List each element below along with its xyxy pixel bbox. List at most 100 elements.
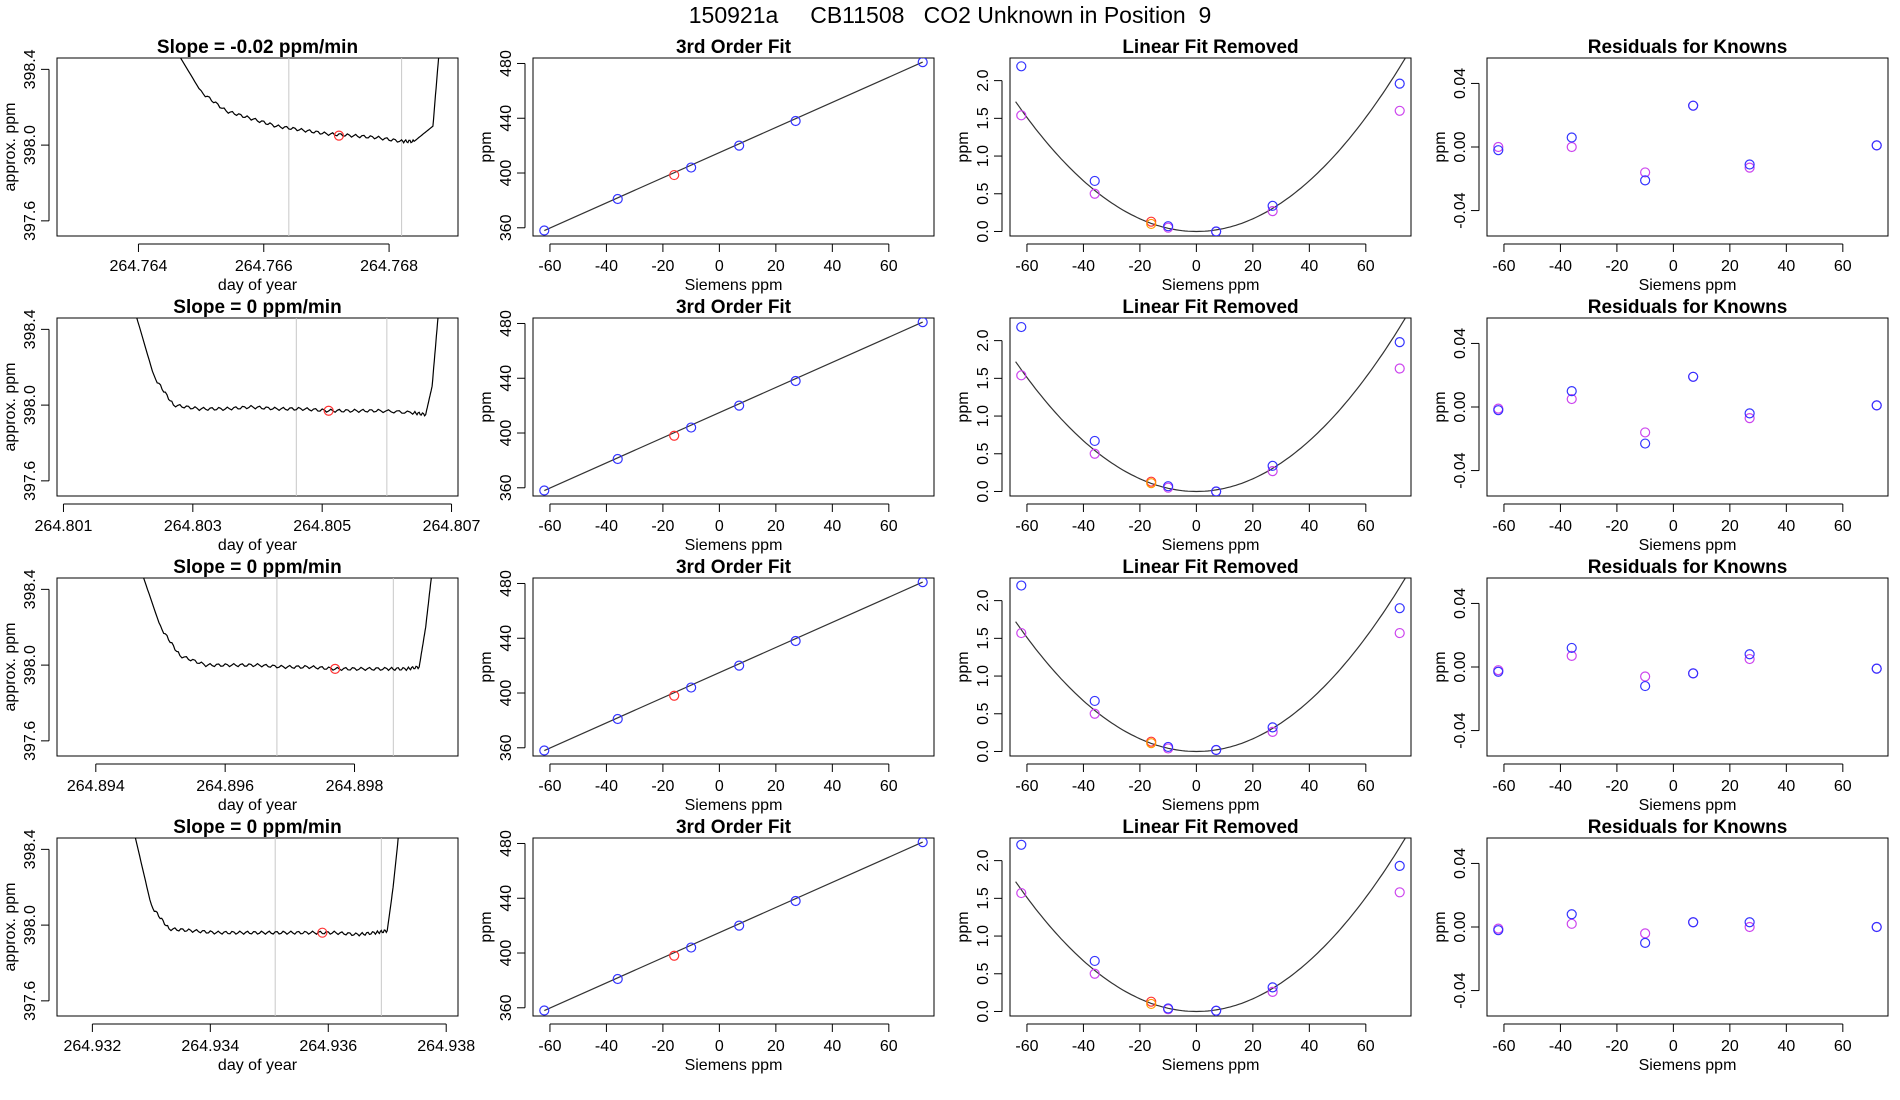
x-axis-title: Siemens ppm bbox=[1639, 277, 1737, 294]
panel-title: 3rd Order Fit bbox=[676, 817, 792, 838]
y-axis-title: ppm bbox=[478, 131, 495, 162]
sample-point bbox=[330, 663, 341, 674]
y-tick-label: 0.5 bbox=[975, 183, 992, 205]
series-2-point bbox=[1267, 726, 1278, 737]
series-1-point bbox=[1493, 145, 1504, 156]
sample-point bbox=[669, 169, 680, 181]
y-tick-label: 400 bbox=[498, 940, 515, 967]
y-tick-label: 1.0 bbox=[975, 405, 992, 427]
panel-10: 3rd Order Fit -60 -40 -20 0 20 40 60 360 400 440 48… bbox=[478, 557, 935, 814]
y-tick-label: 440 bbox=[498, 105, 515, 132]
x-tick-label: 40 bbox=[823, 258, 841, 275]
series-1-point bbox=[1163, 741, 1174, 753]
x-tick-label: 40 bbox=[1777, 518, 1795, 535]
series-1-point bbox=[1744, 408, 1755, 419]
x-tick-label: -40 bbox=[595, 778, 618, 795]
x-tick-label: 20 bbox=[1244, 778, 1262, 795]
panel-title: Residuals for Knowns bbox=[1588, 817, 1788, 838]
x-tick-label: 0 bbox=[1192, 778, 1201, 795]
panel-title: 3rd Order Fit bbox=[676, 297, 792, 318]
series-2-point bbox=[1640, 427, 1651, 438]
y-tick-label: 480 bbox=[498, 310, 515, 337]
plot-frame bbox=[1486, 837, 1889, 1017]
y-tick-label: 0.00 bbox=[1452, 131, 1469, 162]
x-tick-label: 0 bbox=[1192, 518, 1201, 535]
y-axis-title: ppm bbox=[955, 651, 972, 682]
series-2-point bbox=[1089, 968, 1100, 979]
sample-point-alt bbox=[1146, 478, 1157, 489]
plot-frame bbox=[1009, 837, 1412, 1017]
fit-curve bbox=[1015, 838, 1406, 1013]
plot-area bbox=[539, 838, 928, 1016]
y-tick-label: 2.0 bbox=[975, 589, 992, 611]
series-1-point bbox=[1688, 100, 1699, 111]
x-tick-label: -40 bbox=[1549, 1038, 1572, 1055]
y-tick-label: -0.04 bbox=[1452, 972, 1469, 1009]
y-tick-label: 1.5 bbox=[975, 107, 992, 129]
y-tick-label: 398.4 bbox=[22, 49, 39, 89]
sample-point-alt bbox=[1146, 998, 1157, 1010]
x-tick-label: -40 bbox=[1072, 258, 1095, 275]
series-1-point bbox=[1871, 921, 1882, 933]
standard-point bbox=[917, 578, 928, 588]
series-1-point bbox=[1089, 435, 1100, 447]
x-tick-label: -40 bbox=[1072, 518, 1095, 535]
x-tick-label: 264.896 bbox=[196, 778, 254, 795]
x-axis-title: day of year bbox=[218, 797, 298, 814]
x-tick-label: 20 bbox=[1721, 778, 1739, 795]
panel-title: Linear Fit Removed bbox=[1122, 37, 1298, 58]
x-tick-label: 20 bbox=[767, 778, 785, 795]
series-1-point bbox=[1163, 221, 1174, 232]
series-1-point bbox=[1211, 1005, 1222, 1016]
x-tick-label: 264.938 bbox=[417, 1038, 475, 1055]
series-1-point bbox=[1493, 925, 1504, 936]
x-tick-label: 264.898 bbox=[326, 778, 384, 795]
series-1-point bbox=[1267, 982, 1278, 993]
x-axis-title: Siemens ppm bbox=[1162, 537, 1260, 554]
x-tick-label: 20 bbox=[767, 258, 785, 275]
y-tick-label: 440 bbox=[498, 365, 515, 392]
y-tick-label: 0.0 bbox=[975, 220, 992, 242]
x-axis-title: Siemens ppm bbox=[685, 1057, 783, 1074]
standard-point bbox=[790, 115, 801, 127]
series-2-point bbox=[1089, 188, 1100, 199]
series-2-point bbox=[1640, 167, 1651, 178]
y-tick-label: 400 bbox=[498, 420, 515, 447]
x-tick-label: -60 bbox=[1492, 258, 1515, 275]
series-1-point bbox=[1163, 1003, 1174, 1014]
panel-13: Slope = 0 ppm/min 264.932 264.934 264.936 26… bbox=[2, 817, 475, 1074]
y-axis-title: ppm bbox=[1432, 391, 1449, 422]
fit-line bbox=[544, 841, 923, 1012]
plot-frame bbox=[1009, 57, 1412, 237]
x-tick-label: -60 bbox=[1015, 1038, 1038, 1055]
x-tick-label: -60 bbox=[1015, 518, 1038, 535]
x-tick-label: -20 bbox=[1605, 1038, 1628, 1055]
x-tick-label: -20 bbox=[1128, 778, 1151, 795]
x-axis-title: Siemens ppm bbox=[685, 277, 783, 294]
series-1-point bbox=[1688, 371, 1699, 382]
x-tick-label: 40 bbox=[1777, 778, 1795, 795]
x-tick-label: -60 bbox=[538, 258, 561, 275]
standard-point bbox=[734, 920, 745, 931]
fit-curve bbox=[1015, 58, 1406, 233]
x-tick-label: 264.894 bbox=[67, 778, 125, 795]
x-tick-label: 60 bbox=[880, 258, 898, 275]
plot-area bbox=[136, 318, 439, 496]
x-tick-label: 40 bbox=[1300, 258, 1318, 275]
series-1-point bbox=[1089, 175, 1100, 187]
plot-frame bbox=[1486, 57, 1889, 237]
x-tick-label: -40 bbox=[1549, 518, 1572, 535]
plot-frame bbox=[1486, 577, 1889, 757]
series-2-point bbox=[1744, 921, 1755, 933]
y-tick-label: 397.6 bbox=[22, 201, 39, 241]
y-tick-label: -0.04 bbox=[1452, 192, 1469, 229]
plot-area bbox=[1015, 838, 1406, 1016]
panel-2: 3rd Order Fit -60 -40 -20 0 20 40 60 360 400 440 48… bbox=[478, 37, 935, 294]
series-1-point bbox=[1089, 695, 1100, 707]
x-tick-label: 40 bbox=[1777, 1038, 1795, 1055]
panel-16: Residuals for Knowns -60 -40 -20 0 20 40 60 -0.0… bbox=[1432, 817, 1889, 1074]
plot-area bbox=[1493, 909, 1882, 948]
y-tick-label: 0.5 bbox=[975, 963, 992, 985]
series-1-point bbox=[1211, 486, 1222, 496]
panel-title: Linear Fit Removed bbox=[1122, 817, 1298, 838]
